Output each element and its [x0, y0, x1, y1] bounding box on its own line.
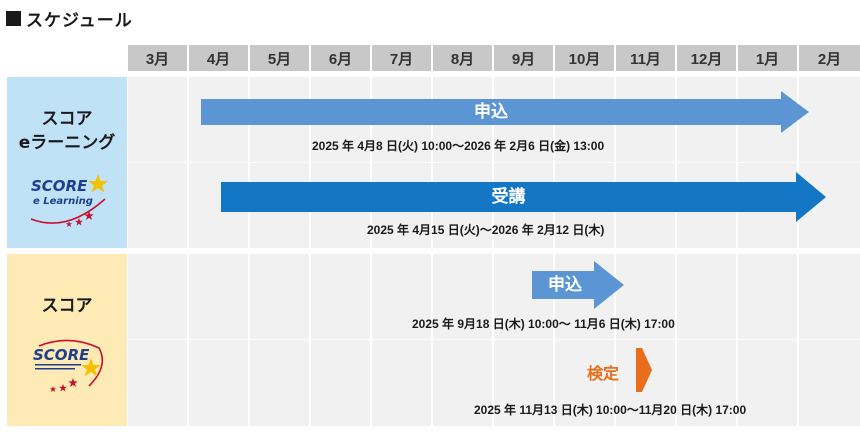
schedule-row-sc-apply — [128, 254, 860, 339]
section-title-text: スケジュール — [26, 10, 133, 31]
month-header: 4月 — [189, 45, 248, 71]
month-cell — [799, 77, 860, 162]
star-icon — [81, 358, 101, 377]
month-cell — [311, 340, 370, 426]
section-label: スコア — [41, 109, 93, 129]
sc-exam-dates: 2025 年 11月13 日(木) 10:00～11月20 日(木) 17:00 — [474, 403, 747, 417]
el-attend-dates: 2025 年 4月15 日(火)～2026 年 2月12 日(木) — [367, 223, 605, 237]
logo-text: SCORE — [31, 177, 88, 195]
section-label: スコア — [41, 296, 93, 316]
score-elearning-logo: SCORE e Learning — [30, 174, 108, 227]
sc-apply-dates: 2025 年 9月18 日(木) 10:00～ 11月6 日(木) 17:00 — [412, 317, 675, 331]
logo-underline — [35, 368, 75, 370]
month-cell — [250, 254, 309, 339]
month-cell — [738, 254, 797, 339]
sc-exam-arrow — [636, 348, 652, 392]
month-label: 12月 — [690, 50, 723, 68]
month-label: 9月 — [511, 50, 536, 68]
logo-underline — [35, 364, 81, 366]
month-label: 1月 — [755, 50, 780, 68]
month-label: 4月 — [206, 50, 231, 68]
logo-text: SCORE — [33, 346, 90, 364]
month-cell — [616, 254, 675, 339]
el-attend-arrow — [221, 172, 826, 222]
month-header: 9月 — [494, 45, 553, 71]
section-title: スケジュール — [6, 7, 133, 31]
score-logo: SCORE — [33, 339, 104, 392]
star-icon — [75, 218, 83, 226]
sc-apply-arrow — [532, 261, 624, 309]
star-icon — [65, 221, 73, 227]
el-apply-arrow — [201, 91, 809, 133]
month-cell — [738, 340, 797, 426]
star-icon — [49, 386, 57, 392]
month-cell — [433, 340, 492, 426]
month-cell — [311, 254, 370, 339]
sc-apply-label: 申込 — [548, 275, 582, 295]
month-header: 2月 — [799, 45, 860, 71]
month-cell — [372, 254, 431, 339]
section-elearning: スコア eラーニング SCORE e Learning — [7, 77, 127, 248]
month-label: 8月 — [450, 50, 475, 68]
el-apply-label: 申込 — [474, 102, 508, 122]
month-header: 7月 — [372, 45, 431, 71]
logo-subtext: e Learning — [33, 196, 93, 207]
month-header: 8月 — [433, 45, 492, 71]
month-header: 3月 — [128, 45, 187, 71]
schedule-row-sc-exam — [128, 340, 860, 426]
month-cell — [189, 254, 248, 339]
month-cell — [799, 254, 860, 339]
star-icon — [59, 384, 67, 392]
month-header: 12月 — [677, 45, 736, 71]
month-label: 3月 — [145, 50, 170, 68]
star-icon — [88, 174, 108, 193]
section-label: eラーニング — [18, 133, 116, 153]
sc-exam-label: 検定 — [587, 364, 620, 383]
month-header: 11月 — [616, 45, 675, 71]
month-header: 10月 — [555, 45, 614, 71]
month-cell — [128, 254, 187, 339]
month-cell — [555, 340, 614, 426]
month-cell — [677, 340, 736, 426]
month-cell — [250, 340, 309, 426]
section-score: スコア SCORE — [7, 254, 127, 426]
month-cell — [372, 340, 431, 426]
month-cell — [189, 340, 248, 426]
month-header: 6月 — [311, 45, 370, 71]
month-header: 1月 — [738, 45, 797, 71]
star-icon — [84, 211, 94, 220]
month-cell — [128, 77, 187, 162]
month-label: 2月 — [817, 50, 842, 68]
month-label: 11月 — [630, 50, 661, 68]
square-bullet-icon — [6, 10, 21, 26]
month-cell — [494, 340, 553, 426]
month-cell — [433, 254, 492, 339]
month-cell — [799, 340, 860, 426]
month-header: 5月 — [250, 45, 309, 71]
month-label: 6月 — [328, 50, 353, 68]
star-icon — [68, 378, 78, 387]
month-cell — [128, 340, 187, 426]
month-cell — [128, 163, 187, 248]
month-label: 10月 — [568, 50, 601, 68]
month-label: 5月 — [267, 50, 292, 68]
el-apply-dates: 2025 年 4月8 日(火) 10:00～2026 年 2月6 日(金) 13… — [312, 139, 605, 153]
month-cell — [677, 254, 736, 339]
month-label: 7月 — [389, 50, 414, 68]
el-attend-label: 受講 — [491, 187, 526, 207]
